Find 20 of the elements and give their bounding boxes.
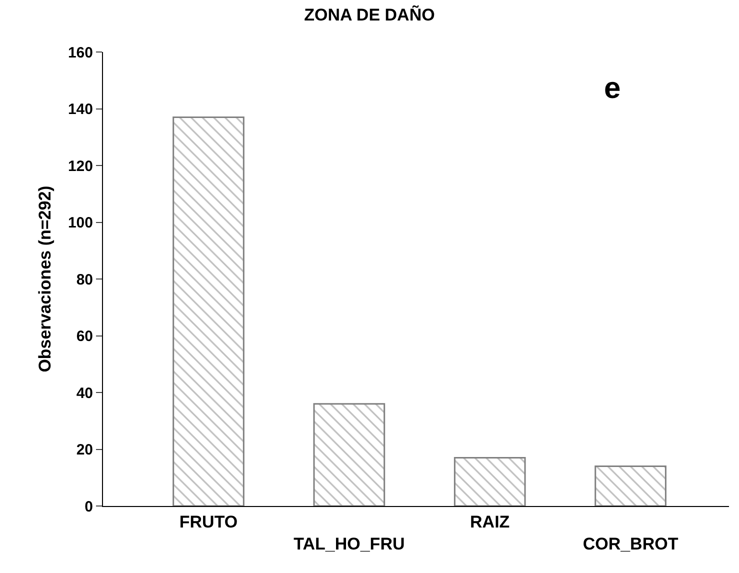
bar [172, 116, 244, 506]
x-tick-label: FRUTO [179, 512, 238, 532]
bar [454, 457, 526, 506]
annotation: e [604, 72, 621, 105]
y-tick-label: 160 [68, 44, 93, 62]
x-tick-label: TAL_HO_FRU [294, 534, 405, 554]
y-tick-label: 100 [68, 214, 93, 232]
chart-title: ZONA DE DAÑO [304, 4, 435, 24]
y-tick-label: 0 [84, 498, 93, 516]
bar [313, 403, 386, 506]
y-tick-label: 140 [68, 101, 93, 118]
x-tick-label: COR_BROT [582, 534, 679, 554]
bar [594, 466, 666, 506]
y-tick-label: 60 [76, 328, 93, 345]
y-tick-label: 80 [76, 271, 93, 288]
y-axis-title: Observaciones (n=292) [36, 186, 55, 372]
x-tick-label: RAIZ [470, 512, 510, 532]
y-tick-label: 40 [76, 384, 93, 402]
y-tick-label: 20 [76, 442, 93, 458]
y-tick-label: 120 [68, 158, 93, 175]
